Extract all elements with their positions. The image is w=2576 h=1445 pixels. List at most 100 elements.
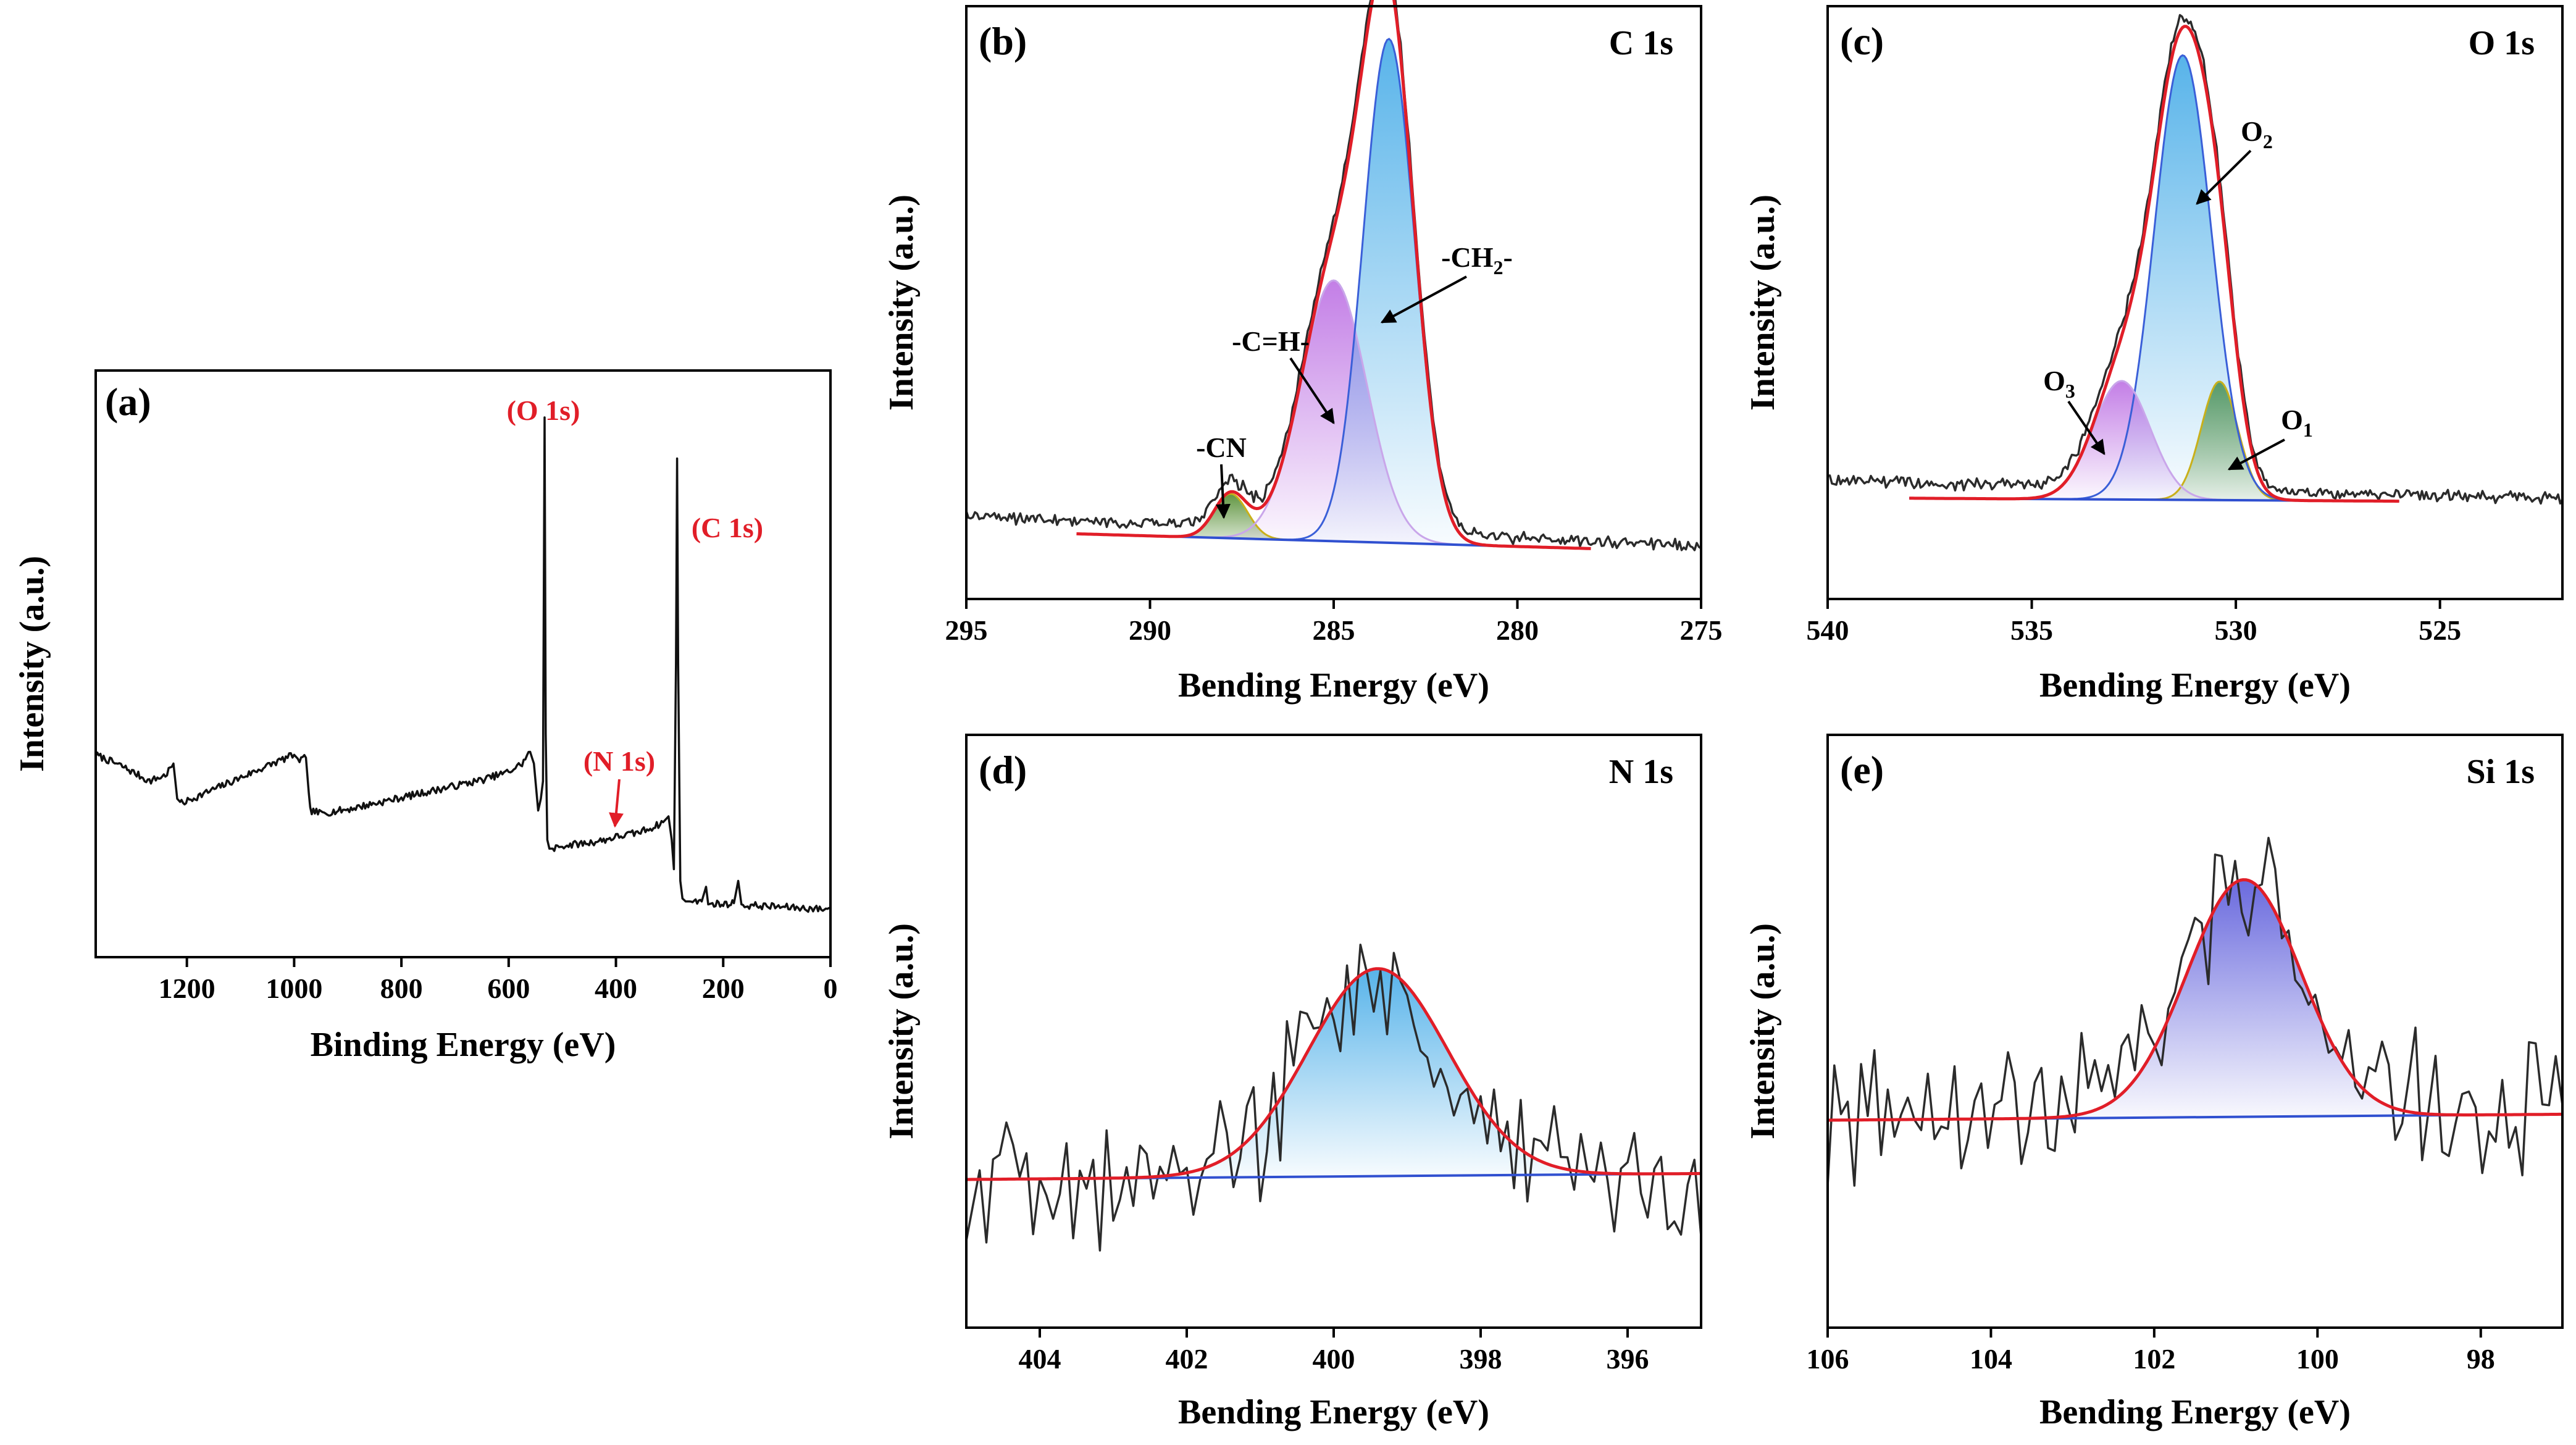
panel-e-si1s: (e) Si 1s Bending Energy (eV) Intensity … — [1744, 734, 2564, 1431]
panel-e-xtick-label: 98 — [2467, 1343, 2495, 1375]
panel-e-plot-area — [1826, 837, 2564, 1187]
panel-d-ylabel: Intensity (a.u.) — [882, 923, 921, 1139]
panel-a-xtick-label: 400 — [595, 973, 637, 1004]
o3-label-sub: 3 — [2065, 380, 2075, 402]
o3-label: O3 — [2043, 365, 2075, 402]
panel-c-ticks: 540 535 530 525 — [1807, 599, 2461, 646]
o3-arrow — [2067, 400, 2106, 455]
raw-spectrum-line — [1826, 837, 2564, 1187]
component-fill-N1s — [966, 968, 1701, 1179]
ch2-label-main: -CH — [1441, 241, 1494, 273]
ch2-label-suffix: - — [1503, 241, 1513, 273]
panel-e-ylabel: Intensity (a.u.) — [1744, 923, 1782, 1139]
panel-e-ticks: 106 104 102 100 98 — [1807, 1328, 2495, 1375]
panel-c-xtick-label: 530 — [2215, 614, 2257, 646]
panel-c-ylabel: Intensity (a.u.) — [1744, 195, 1782, 411]
panel-b-xtick-label: 295 — [945, 614, 988, 646]
panel-b-xtick-label: 280 — [1496, 614, 1539, 646]
panel-e-xtick-label: 100 — [2296, 1343, 2339, 1375]
panel-d-xtick-label: 398 — [1460, 1343, 1502, 1375]
o1s-survey-label: (O 1s) — [507, 395, 580, 426]
panel-d-xlabel: Bending Energy (eV) — [1178, 1393, 1489, 1431]
component-fill-O3 — [1909, 380, 2399, 501]
panel-d-ticks: 404 402 400 398 396 — [1019, 1328, 1649, 1375]
panel-b-xtick-label: 275 — [1680, 614, 1723, 646]
o1-label-main: O — [2281, 404, 2303, 435]
panel-b-xtick-label: 290 — [1129, 614, 1171, 646]
o2-label: O2 — [2241, 115, 2273, 153]
o2-label-sub: 2 — [2263, 130, 2273, 153]
cn-arrow — [1216, 464, 1231, 519]
ch2-label-sub: 2 — [1494, 256, 1503, 279]
panel-e-xtick-label: 104 — [1970, 1343, 2012, 1375]
ch2-arrow — [1380, 275, 1467, 324]
panel-e-label: (e) — [1840, 748, 1884, 792]
panel-b-xtick-label: 285 — [1313, 614, 1355, 646]
o3-label-main: O — [2043, 365, 2065, 396]
panel-b-label: (b) — [979, 19, 1027, 63]
panel-e-title: Si 1s — [2467, 753, 2535, 791]
panel-d-xtick-label: 404 — [1019, 1343, 1061, 1375]
panel-d-plot-area — [965, 944, 1702, 1252]
panel-c-xtick-label: 540 — [1807, 614, 1849, 646]
panel-e-frame — [1826, 734, 2564, 1329]
panel-a-xtick-label: 1200 — [159, 973, 215, 1004]
ch-arrow — [1289, 357, 1335, 424]
panel-b-ticks: 295 290 285 280 275 — [945, 599, 1723, 646]
panel-e-xlabel: Bending Energy (eV) — [2039, 1393, 2351, 1431]
component-fill-O2 — [1909, 55, 2399, 501]
panel-c-o1s: (c) O 1s Bending Energy (eV) Intensity (… — [1744, 5, 2564, 705]
panel-e-xtick-label: 102 — [2133, 1343, 2175, 1375]
panel-b-c1s: (b) C 1s Bending Energy (eV) Intensity (… — [882, 0, 1723, 705]
panel-c-xlabel: Bending Energy (eV) — [2039, 666, 2351, 705]
survey-spectrum-line — [94, 416, 831, 913]
panel-c-title: O 1s — [2469, 24, 2535, 62]
raw-spectrum-line — [1827, 14, 2564, 505]
panel-a-survey: (a) Binding Energy (eV) Intensity (a.u.)… — [13, 369, 838, 1064]
c1s-survey-label: (C 1s) — [692, 512, 763, 543]
o1-label-sub: 1 — [2303, 419, 2313, 441]
panel-b-xlabel: Bending Energy (eV) — [1178, 666, 1489, 705]
panel-a-xtick-label: 0 — [824, 973, 838, 1004]
panel-d-n1s: (d) N 1s Bending Energy (eV) Intensity (… — [882, 734, 1702, 1431]
ch-label: -C=H- — [1232, 325, 1310, 357]
panel-c-frame — [1826, 5, 2564, 600]
panel-c-label: (c) — [1840, 19, 1884, 63]
panel-c-xtick-label: 525 — [2419, 614, 2461, 646]
o2-label-main: O — [2241, 115, 2263, 147]
panel-a-xlabel: Binding Energy (eV) — [311, 1026, 616, 1064]
panel-d-xtick-label: 402 — [1166, 1343, 1208, 1375]
n1s-survey-label: (N 1s) — [583, 745, 655, 777]
o1-label: O1 — [2281, 404, 2313, 441]
panel-d-label: (d) — [979, 748, 1027, 792]
n1s-survey-arrow — [609, 779, 624, 828]
panel-d-xtick-label: 396 — [1607, 1343, 1649, 1375]
o1-arrow — [2227, 438, 2285, 471]
fit-envelope-line — [1828, 878, 2562, 1122]
panel-a-xtick-label: 200 — [702, 973, 745, 1004]
fit-envelope-line — [1909, 25, 2399, 503]
component-fill-Si — [1828, 879, 2562, 1120]
o2-arrow — [2196, 149, 2252, 205]
panel-a-label: (a) — [105, 380, 151, 424]
panel-a-frame — [94, 369, 832, 958]
fit-envelope-line — [966, 967, 1701, 1181]
component-fill-CN — [1076, 493, 1591, 549]
panel-a-ticks: 1200 1000 800 600 400 200 0 — [159, 957, 838, 1004]
panel-e-xtick-label: 106 — [1807, 1343, 1849, 1375]
panel-d-xtick-label: 400 — [1313, 1343, 1355, 1375]
panel-a-xtick-label: 600 — [487, 973, 530, 1004]
panel-d-title: N 1s — [1609, 753, 1673, 791]
raw-spectrum-line — [965, 0, 1702, 551]
panel-c-plot-area — [1827, 14, 2564, 505]
panel-b-ylabel: Intensity (a.u.) — [882, 195, 921, 411]
panel-b-title: C 1s — [1609, 24, 1673, 62]
panel-a-plot-area — [94, 416, 831, 913]
panel-b-plot-area — [965, 0, 1702, 551]
panel-a-xtick-label: 1000 — [266, 973, 322, 1004]
panel-c-xtick-label: 535 — [2010, 614, 2053, 646]
fit-envelope-line — [1076, 0, 1591, 550]
cn-label: -CN — [1196, 432, 1247, 463]
ch2-label: -CH2- — [1441, 241, 1513, 279]
